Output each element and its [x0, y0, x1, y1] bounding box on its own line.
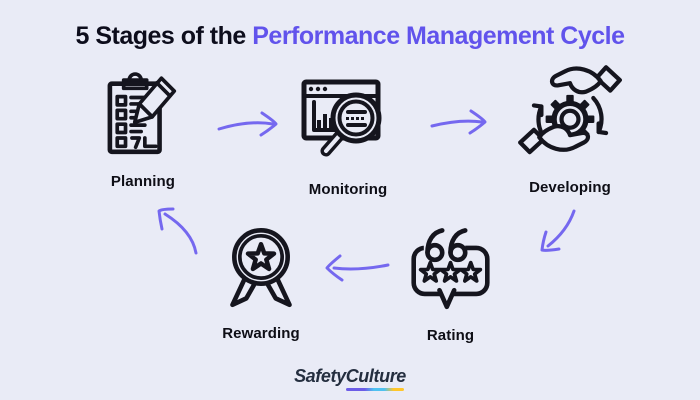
stage-monitoring: Monitoring: [298, 66, 398, 198]
clipboard-checklist-pencil-icon: [107, 72, 177, 155]
stage-label-rewarding: Rewarding: [222, 325, 300, 342]
title-highlight: Performance Management Cycle: [252, 22, 625, 50]
medal-star-ribbon-icon: [230, 227, 292, 308]
footer-logo: SafetyCulture: [0, 366, 700, 391]
star-icon: [248, 244, 274, 269]
stage-label-monitoring: Monitoring: [308, 181, 388, 198]
stage-rewarding: Rewarding: [213, 222, 309, 342]
arrow-developing-to-rating-icon: [540, 209, 576, 252]
stage-developing: Developing: [515, 62, 625, 196]
stage-label-rating: Rating: [426, 327, 475, 344]
stage-planning: Planning: [98, 68, 188, 190]
stage-rating: Rating: [398, 224, 503, 344]
star-icon: [459, 260, 483, 283]
speech-bubble-quotes-stars-icon: [411, 228, 490, 310]
stage-label-planning: Planning: [110, 173, 176, 190]
hands-gear-cycle-icon: [518, 65, 622, 155]
arrow-rewarding-to-planning-icon: [157, 207, 198, 255]
quote-mark-icon: [448, 228, 468, 263]
arrow-rating-to-rewarding-icon: [325, 254, 390, 282]
safetyculture-logo-underline: [345, 388, 404, 391]
arrow-planning-to-monitoring-icon: [217, 111, 278, 137]
stage-label-developing: Developing: [529, 179, 611, 196]
star-icon: [418, 260, 442, 283]
title-prefix: 5 Stages of the: [75, 22, 253, 50]
browser-barchart-magnifier-icon: [301, 79, 382, 157]
safetyculture-logo-text: SafetyCulture: [294, 366, 406, 386]
page-title: 5 Stages of the Performance Management C…: [0, 22, 700, 51]
quote-mark-icon: [425, 228, 445, 263]
arrow-monitoring-to-developing-icon: [430, 109, 487, 135]
star-icon: [439, 260, 462, 283]
